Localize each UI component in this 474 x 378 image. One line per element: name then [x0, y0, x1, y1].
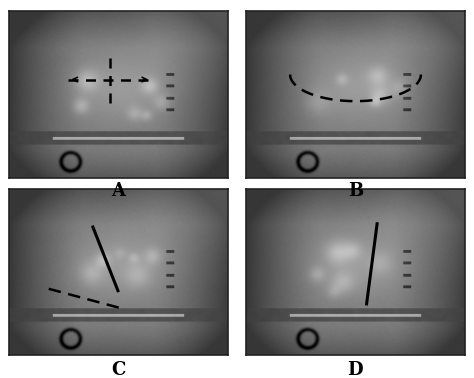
Text: A: A: [111, 182, 126, 200]
Text: B: B: [348, 182, 363, 200]
Text: C: C: [111, 361, 126, 378]
Text: D: D: [348, 361, 363, 378]
